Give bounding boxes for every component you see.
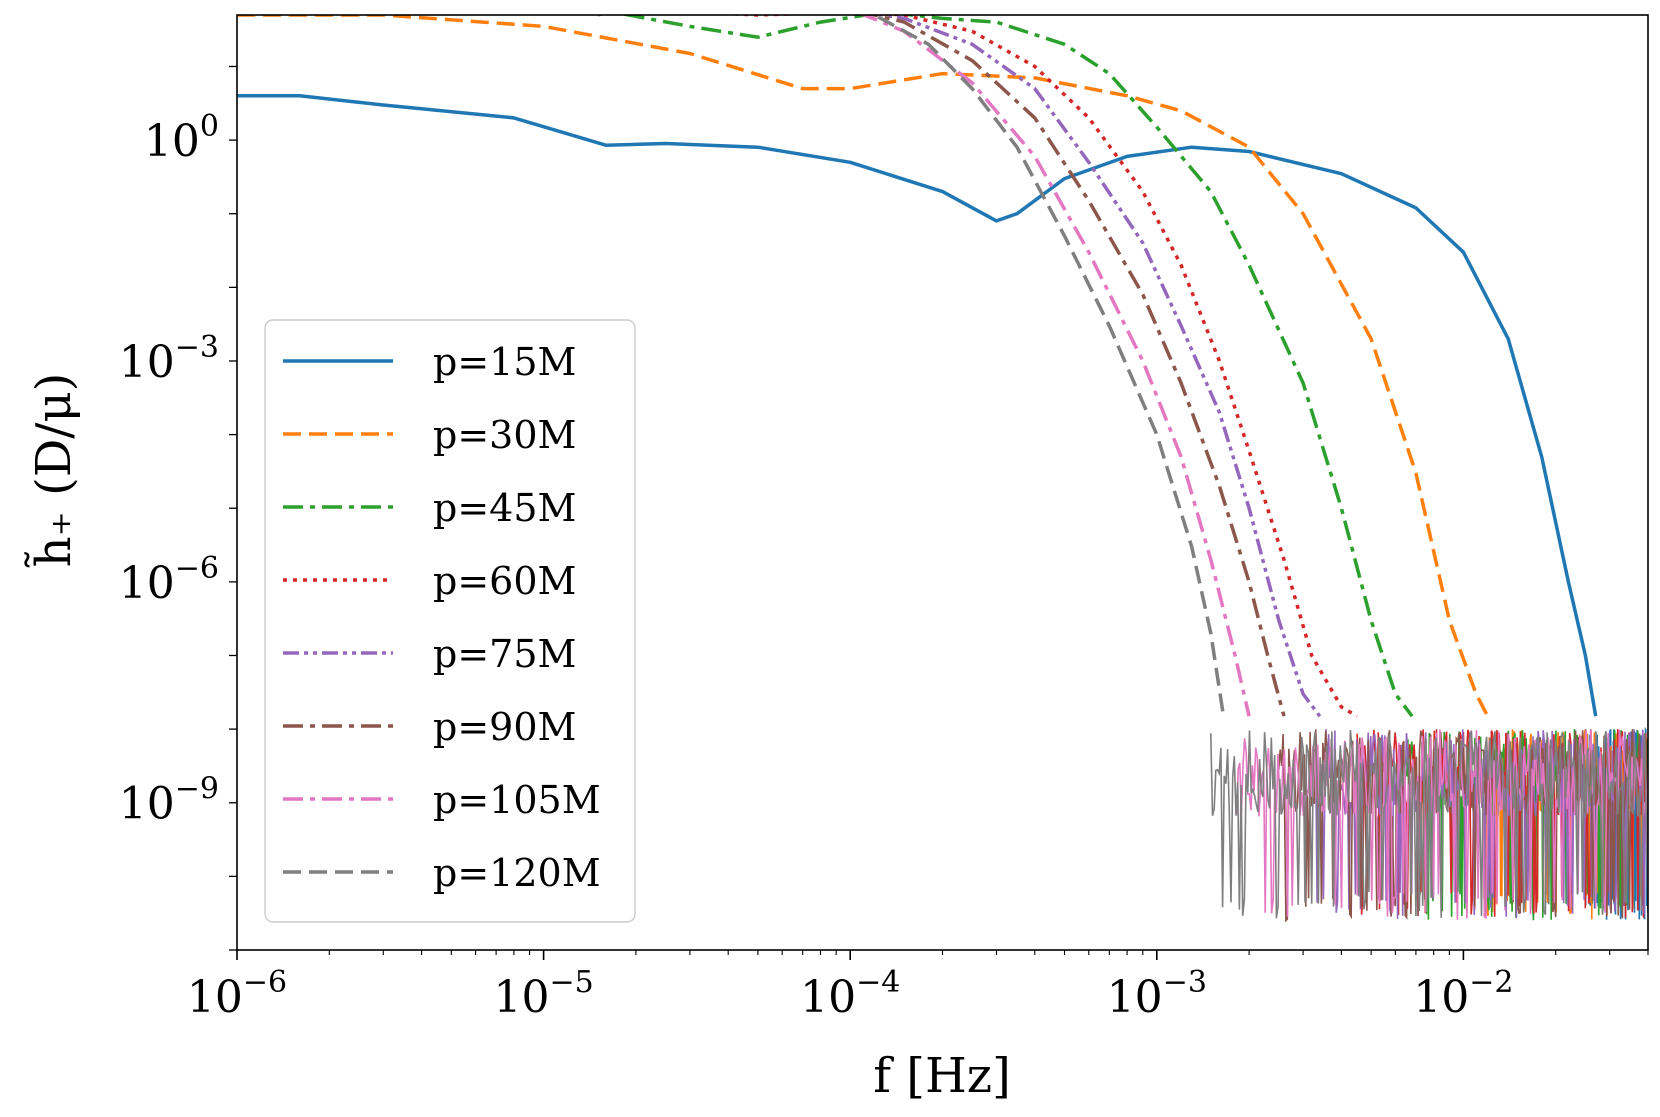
legend-label: p=105M	[433, 778, 601, 822]
legend-label: p=75M	[433, 632, 576, 676]
y-tick-label: 100	[144, 109, 219, 167]
series-line-p=120M	[587, 15, 1226, 717]
y-tick-label: 10−3	[119, 330, 219, 388]
series-line-p=90M	[866, 15, 1286, 717]
y-tick-label: 10−9	[119, 772, 219, 830]
x-tick-label: 10−6	[187, 965, 287, 1023]
y-axis-label: h̃₊ (D/μ)	[23, 373, 82, 568]
legend-label: p=15M	[433, 340, 576, 384]
series-line-p=45M	[619, 15, 1414, 718]
x-axis-label: f [Hz]	[873, 1048, 1011, 1104]
legend-box	[264, 319, 636, 923]
legend-label: p=30M	[433, 413, 576, 457]
legend-label: p=45M	[433, 486, 576, 530]
ticks-layer: 10−6 10−5 10−4 10−3 10−2 100 10−3 10−6 10−9	[119, 65, 1649, 1023]
series-noise-7	[1210, 729, 1648, 919]
series-line-p=15M	[237, 94, 1598, 717]
series-line-p=30M	[237, 15, 1490, 718]
series-noise-4	[1315, 729, 1648, 919]
x-tick-label: 10−4	[800, 965, 900, 1023]
series-line-p=75M	[873, 15, 1322, 718]
x-tick-label: 10−3	[1107, 965, 1207, 1023]
legend-label: p=60M	[433, 559, 576, 603]
series-line-p=105M	[859, 15, 1251, 717]
legend-label: p=90M	[433, 705, 576, 749]
legend-label: p=120M	[433, 851, 601, 895]
y-tick-label: 10−6	[119, 551, 219, 609]
x-tick-label: 10−5	[493, 965, 593, 1023]
series-line-p=60M	[721, 15, 1358, 718]
series-layer	[237, 15, 1648, 923]
noise-floor-p=120M	[1210, 729, 1648, 919]
x-tick-label: 10−2	[1413, 965, 1513, 1023]
noise-floor-p=75M	[1315, 729, 1648, 919]
legend: p=15M p=30M p=45M p=60M p=75M p=90M p=105M p=12…	[264, 319, 636, 923]
